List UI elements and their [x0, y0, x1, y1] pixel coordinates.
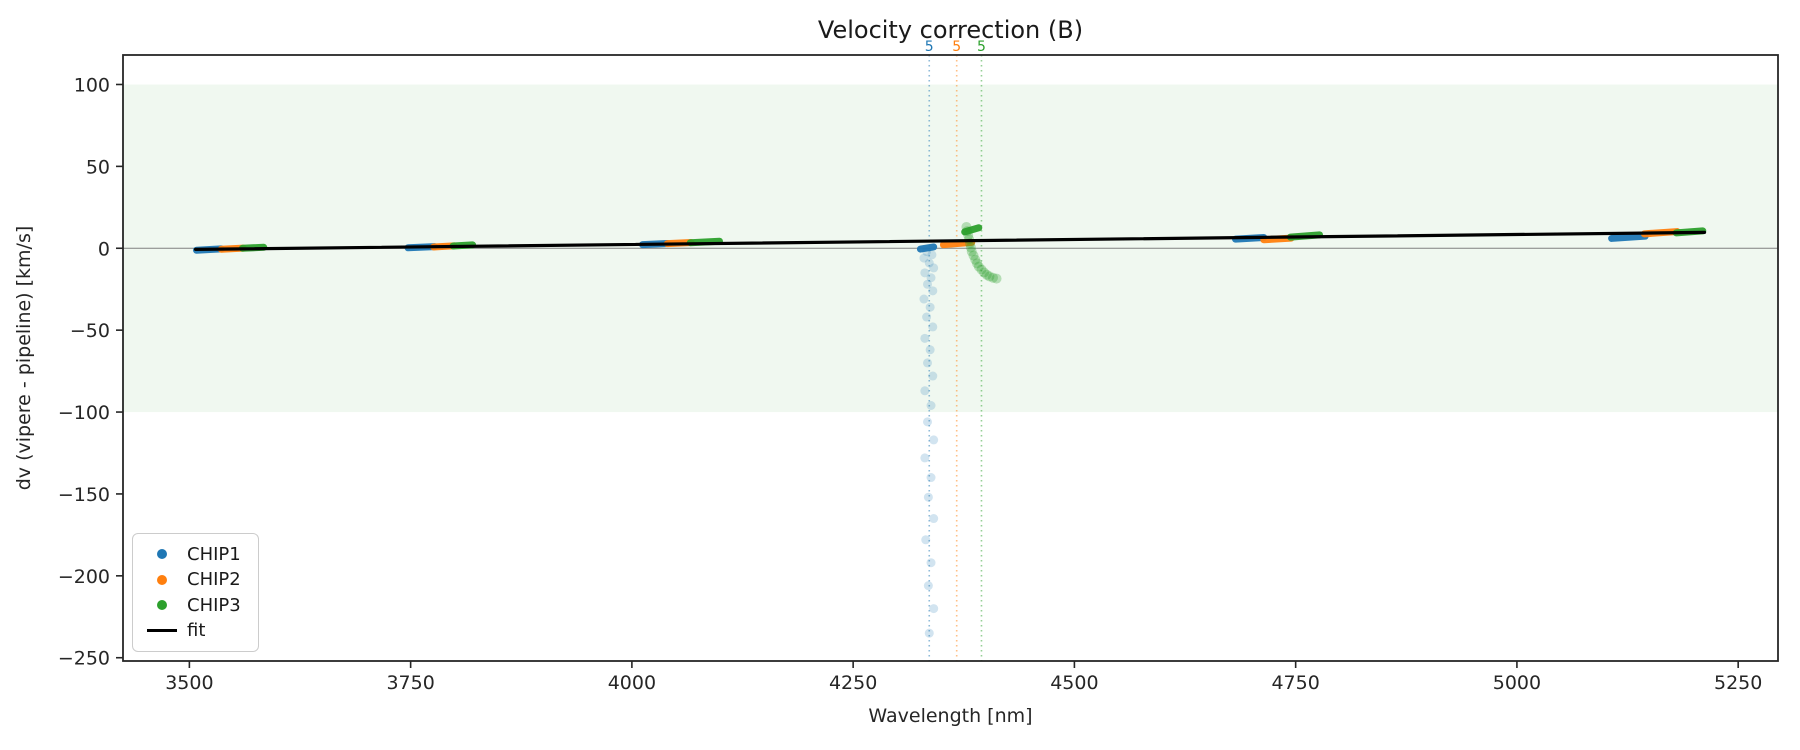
outlier-point-chip1	[919, 253, 929, 263]
outlier-point-chip1	[919, 294, 929, 304]
y-tick-label: −50	[70, 320, 110, 342]
outlier-point-chip1	[926, 400, 936, 410]
fit-line	[193, 230, 1707, 252]
y-tick-label: −100	[58, 402, 110, 424]
plot-spines	[122, 54, 1779, 662]
outlier-point-chip1	[922, 417, 932, 427]
outlier-point-chip1	[922, 358, 932, 368]
outlier-point-chip3	[987, 272, 998, 283]
outlier-point-chip1	[920, 453, 930, 463]
outlier-point-chip3	[979, 267, 990, 278]
y-tick-label: 50	[86, 156, 110, 178]
outlier-point-chip1	[926, 558, 936, 568]
outlier-point-chip1	[929, 263, 939, 273]
legend-item-fit: fit	[143, 619, 248, 643]
outlier-point-chip1	[928, 286, 938, 296]
x-tick-label: 4250	[829, 672, 877, 694]
fit-line-layer	[193, 230, 1707, 252]
legend-item-chip2: CHIP2	[143, 568, 248, 592]
outlier-point-chip1	[929, 514, 939, 524]
legend-label: CHIP1	[187, 543, 241, 565]
outlier-point-chip1	[926, 273, 936, 283]
outlier-point-chip1	[928, 371, 938, 381]
outlier-point-chip3	[981, 269, 992, 280]
x-axis-label: Wavelength [nm]	[868, 705, 1032, 727]
outlier-point-chip1	[929, 435, 939, 445]
legend-marker-swatch	[157, 600, 167, 611]
legend-label: CHIP3	[187, 594, 241, 616]
legend-label: CHIP2	[187, 569, 241, 591]
outlier-point-chip1	[923, 492, 933, 502]
legend-marker-swatch	[157, 549, 167, 559]
legend-marker-swatch	[157, 574, 167, 585]
legend-line-marker	[143, 629, 181, 633]
outlier-point-chip1	[926, 473, 936, 483]
outlier-point-chip1	[920, 386, 930, 396]
outlier-point-chip3	[991, 273, 1002, 284]
outlier-point-chip3	[976, 264, 987, 275]
legend-item-chip1: CHIP1	[143, 542, 248, 566]
outlier-point-chip1	[924, 258, 934, 268]
outlier-point-chip1	[928, 322, 938, 332]
y-axis-label: dv (vipere - pipeline) [km/s]	[13, 226, 35, 491]
legend-item-chip3: CHIP3	[143, 593, 248, 617]
x-tick-label: 4750	[1271, 672, 1319, 694]
outlier-point-chip1	[920, 333, 930, 343]
vline-count-label: 5	[977, 39, 986, 55]
legend-dot-marker-icon	[143, 549, 181, 559]
legend-dot-marker-icon	[143, 574, 181, 585]
outlier-point-chip3	[961, 221, 972, 232]
y-tick-label: 100	[74, 74, 110, 96]
outlier-point-chip1	[929, 604, 939, 614]
outlier-point-chip1	[924, 628, 934, 638]
outlier-point-chip3	[966, 246, 977, 257]
outlier-point-chip1	[925, 302, 935, 312]
outlier-point-chip1	[922, 279, 932, 289]
legend-marker-swatch	[147, 629, 177, 633]
legend: CHIP1 CHIP2 CHIP3 fit	[132, 533, 259, 652]
y-tick-label: 0	[98, 238, 110, 260]
outlier-point-chip3	[968, 250, 979, 261]
legend-dot-marker-icon	[143, 600, 181, 611]
chart-title: Velocity correction (B)	[818, 16, 1083, 44]
outlier-point-chip3	[972, 258, 983, 269]
outlier-point-chip1	[920, 268, 930, 278]
axes-layer: 3500 3750 4000 4250 4500 4750 5000 5250 100 50 0 −5…	[58, 54, 1779, 694]
outlier-point-chip3	[965, 242, 976, 253]
x-tick-label: 5000	[1493, 672, 1541, 694]
outlier-point-chip3	[962, 226, 973, 237]
cluster-chip2	[939, 238, 976, 249]
outlier-point-chip1	[921, 535, 931, 545]
x-tick-label: 5250	[1714, 672, 1762, 694]
outlier-point-chip1	[923, 581, 933, 591]
y-tick-label: −200	[58, 566, 110, 588]
cluster-chip1	[1608, 232, 1649, 242]
y-tick-label: −150	[58, 484, 110, 506]
x-tick-label: 4500	[1050, 672, 1098, 694]
outlier-point-chip1	[922, 247, 932, 257]
outlier-point-chip1	[927, 250, 937, 260]
x-tick-label: 3500	[165, 672, 213, 694]
legend-label: fit	[187, 620, 206, 642]
y-tick-label: −250	[58, 648, 110, 670]
outlier-point-chip1	[922, 312, 932, 322]
cluster-chip1	[916, 243, 938, 253]
outlier-point-chip3	[973, 261, 984, 272]
x-tick-label: 3750	[386, 672, 434, 694]
vline-count-label: 5	[925, 39, 934, 55]
outlier-point-chip3	[963, 230, 974, 241]
cluster-chip3	[961, 224, 983, 236]
outlier-point-chip1	[925, 345, 935, 355]
vline-count-label: 5	[952, 39, 961, 55]
outlier-point-chip3	[970, 254, 981, 265]
x-tick-label: 4000	[608, 672, 656, 694]
outlier-point-chip3	[984, 271, 995, 282]
